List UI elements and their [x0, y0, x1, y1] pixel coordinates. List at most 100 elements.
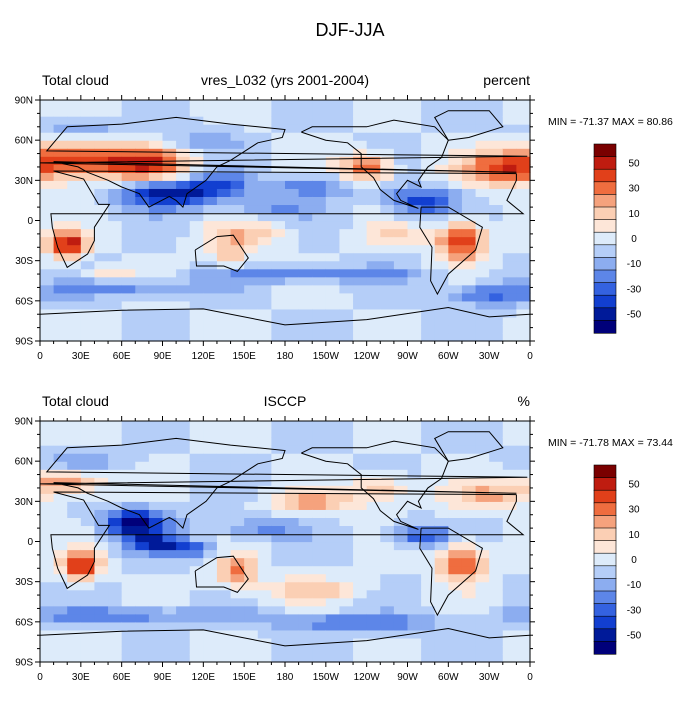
contour-cell — [271, 204, 286, 214]
contour-cell — [271, 573, 286, 583]
contour-cell — [230, 493, 245, 502]
contour-cell — [53, 549, 68, 559]
contour-cell — [40, 645, 55, 655]
contour-cell — [475, 621, 490, 631]
contour-cell — [189, 140, 204, 149]
contour-cell — [325, 621, 341, 631]
contour-cell — [67, 565, 82, 575]
lon-tick-label: 150E — [232, 672, 256, 683]
contour-cell — [176, 437, 191, 446]
contour-cell — [176, 132, 191, 141]
contour-cell — [80, 421, 96, 430]
contour-cell — [325, 421, 341, 430]
contour-cell — [176, 124, 191, 133]
contour-cell — [67, 541, 82, 551]
contour-cell — [489, 461, 504, 470]
contour-cell — [407, 421, 422, 430]
contour-cell — [407, 276, 422, 286]
contour-cell — [325, 196, 341, 206]
contour-cell — [67, 653, 82, 663]
contour-cell — [67, 549, 82, 559]
contour-cell — [135, 204, 150, 214]
contour-cell — [257, 469, 272, 478]
contour-cell — [421, 276, 436, 286]
contour-cell — [67, 621, 82, 631]
contour-cell — [244, 621, 259, 631]
contour-cell — [489, 581, 504, 591]
contour-cell — [203, 445, 218, 454]
colorbar-label: -10 — [627, 259, 642, 270]
contour-cell — [162, 228, 177, 238]
colorbar-swatch — [593, 628, 617, 643]
contour-cell — [502, 124, 517, 133]
contour-cell — [162, 212, 177, 222]
contour-cell — [489, 477, 504, 486]
contour-cell — [448, 581, 463, 591]
contour-cell — [461, 244, 477, 254]
lat-tick-label: 90S — [15, 658, 33, 669]
contour-cell — [475, 653, 490, 663]
contour-cell — [230, 140, 245, 149]
contour-cell — [393, 549, 409, 559]
contour-cell — [216, 100, 232, 109]
contour-cell — [489, 268, 504, 278]
contour-cell — [393, 332, 409, 342]
contour-cell — [393, 645, 409, 655]
contour-cell — [244, 565, 259, 575]
contour-cell — [353, 308, 368, 318]
contour-cell — [353, 533, 368, 543]
contour-cell — [339, 477, 354, 486]
contour-cell — [230, 196, 245, 206]
contour-cell — [298, 228, 313, 238]
contour-cell — [461, 469, 477, 478]
contour-cell — [80, 549, 96, 559]
contour-cell — [380, 541, 395, 551]
contour-cell — [121, 180, 136, 189]
contour-cell — [502, 573, 517, 583]
contour-cell — [489, 140, 504, 149]
contour-cell — [298, 653, 313, 663]
contour-cell — [339, 653, 354, 663]
contour-cell — [516, 252, 531, 262]
contour-cell — [135, 653, 150, 663]
contour-cell — [67, 605, 82, 615]
contour-cell — [257, 268, 272, 278]
contour-cell — [148, 180, 164, 189]
contour-cell — [325, 108, 341, 117]
contour-cell — [285, 541, 300, 551]
contour-cell — [421, 597, 436, 607]
contour-cell — [366, 116, 381, 125]
contour-cell — [502, 437, 517, 446]
contour-cell — [339, 220, 354, 230]
contour-cell — [434, 541, 449, 551]
contour-cell — [461, 196, 477, 206]
contour-cell — [393, 236, 409, 246]
lon-tick-label: 90W — [397, 672, 418, 683]
contour-cell — [230, 533, 245, 543]
contour-cell — [162, 653, 177, 663]
contour-cell — [40, 108, 55, 117]
contour-cell — [461, 220, 477, 230]
contour-cell — [325, 332, 341, 342]
lat-tick-label: 90S — [15, 337, 33, 348]
contour-cell — [393, 533, 409, 543]
colorbar-swatch — [593, 206, 617, 221]
contour-cell — [203, 124, 218, 133]
contour-cell — [135, 445, 150, 454]
contour-cell — [40, 429, 55, 438]
contour-cell — [230, 605, 245, 615]
contour-cell — [189, 196, 204, 206]
contour-cell — [353, 453, 368, 462]
contour-cell — [421, 108, 436, 117]
contour-cell — [40, 244, 55, 254]
contour-cell — [353, 124, 368, 133]
contour-cell — [121, 461, 136, 470]
contour-cell — [502, 100, 517, 109]
contour-cell — [448, 517, 463, 527]
coastline — [419, 527, 483, 617]
contour-cell — [135, 533, 150, 543]
contour-cell — [271, 517, 286, 527]
contour-cell — [312, 445, 327, 454]
contour-cell — [380, 565, 395, 575]
contour-cell — [67, 501, 82, 510]
